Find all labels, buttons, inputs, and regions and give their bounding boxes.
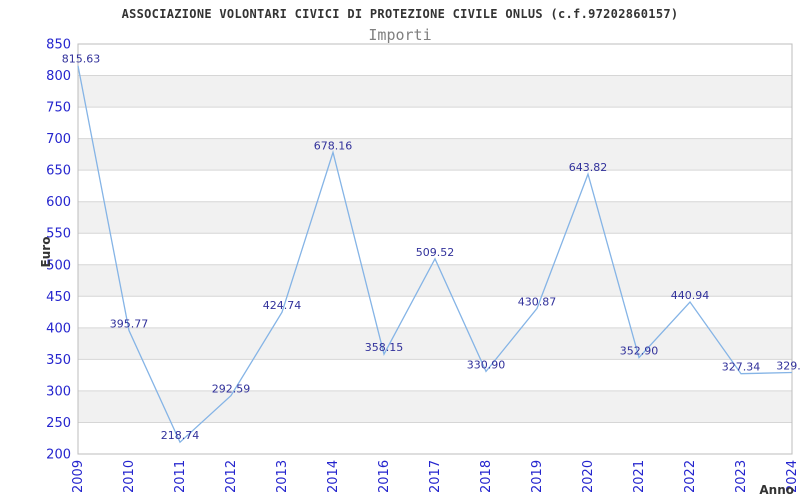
data-point-label: 430.87 <box>518 295 557 308</box>
labels-layer: 200 250 300 350 400 450 500 550 600 650 700 750 800 8… <box>46 38 800 494</box>
x-tick-label: 2018 <box>479 460 494 493</box>
gridlines-layer <box>77 43 793 455</box>
data-point-label: 678.16 <box>314 139 353 152</box>
x-tick-label: 2010 <box>122 460 137 493</box>
x-tick-label: 2023 <box>734 460 749 493</box>
data-point-label: 424.74 <box>263 299 302 312</box>
x-tick-label: 2013 <box>275 460 290 493</box>
x-tick-label: 2012 <box>224 460 239 493</box>
data-point-label: 440.94 <box>671 289 710 302</box>
data-point-label: 815.63 <box>62 53 101 66</box>
data-point-label: 358.15 <box>365 341 404 354</box>
y-tick-label: 200 <box>46 448 71 463</box>
x-tick-label: 2016 <box>377 460 392 493</box>
x-tick-label: 2024 <box>785 460 800 493</box>
y-tick-label: 650 <box>46 164 71 179</box>
data-point-label: 395.77 <box>110 318 149 331</box>
data-point-label: 509.52 <box>416 246 455 259</box>
data-point-label: 218.74 <box>161 429 200 442</box>
x-tick-label: 2021 <box>632 460 647 493</box>
x-tick-label: 2020 <box>581 460 596 493</box>
x-tick-label: 2022 <box>683 460 698 493</box>
plot-band <box>78 201 792 234</box>
chart-subtitle: Importi <box>368 26 432 44</box>
x-tick-label: 2017 <box>428 460 443 493</box>
plot-band <box>78 138 792 171</box>
plot-band <box>78 390 792 423</box>
data-point-label: 329.2 <box>776 360 800 373</box>
chart-title: ASSOCIAZIONE VOLONTARI CIVICI DI PROTEZI… <box>121 7 679 21</box>
y-tick-label: 500 <box>46 258 71 273</box>
plot-bands-layer <box>78 75 792 423</box>
x-tick-label: 2009 <box>71 460 86 493</box>
plot-band <box>78 75 792 108</box>
data-point-label: 292.59 <box>212 383 251 396</box>
y-tick-label: 750 <box>46 101 71 116</box>
y-tick-label: 350 <box>46 353 71 368</box>
data-point-label: 330.90 <box>467 358 506 371</box>
plot-band <box>78 264 792 297</box>
plot-frame <box>77 43 793 455</box>
data-series-layer <box>77 65 793 444</box>
x-tick-label: 2019 <box>530 460 545 493</box>
y-tick-label: 450 <box>46 290 71 305</box>
y-tick-label: 850 <box>46 38 71 53</box>
data-line <box>77 65 793 444</box>
plot-band <box>78 327 792 360</box>
y-tick-label: 700 <box>46 132 71 147</box>
y-axis-title: Euro <box>39 237 53 268</box>
x-tick-label: 2011 <box>173 460 188 493</box>
y-tick-label: 250 <box>46 416 71 431</box>
x-axis-title: Anno <box>759 483 794 497</box>
x-tick-label: 2014 <box>326 460 341 493</box>
y-tick-label: 600 <box>46 195 71 210</box>
y-tick-label: 400 <box>46 321 71 336</box>
y-tick-label: 550 <box>46 227 71 242</box>
y-tick-label: 300 <box>46 384 71 399</box>
y-tick-label: 800 <box>46 69 71 84</box>
data-point-label: 327.34 <box>722 361 761 374</box>
data-point-label: 352.90 <box>620 345 659 358</box>
data-point-label: 643.82 <box>569 161 608 174</box>
